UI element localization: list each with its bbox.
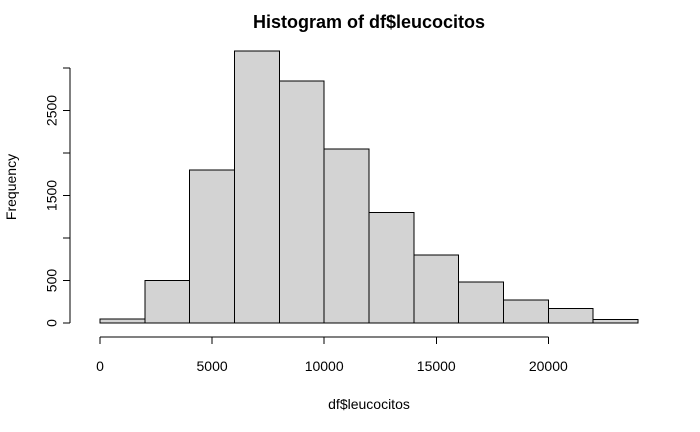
- histogram-bar: [189, 169, 236, 324]
- x-axis-label: df$leucocitos: [328, 396, 410, 412]
- y-ticks-layer: 0 500 1500 2500: [44, 67, 70, 327]
- y-axis-label: Frequency: [3, 154, 19, 220]
- histogram-bar: [368, 212, 415, 324]
- y-tick-label: 500: [44, 269, 60, 293]
- histogram-bar: [503, 299, 549, 324]
- histogram-bar: [99, 318, 146, 324]
- histogram-bar: [547, 308, 594, 324]
- x-ticks-layer: 0 5000 10000 15000 20000: [96, 337, 568, 374]
- chart-title: Histogram of df$leucocitos: [253, 12, 485, 32]
- x-tick-label: 20000: [529, 358, 568, 374]
- y-tick-label: 1500: [44, 180, 60, 211]
- x-tick-label: 10000: [305, 358, 344, 374]
- x-tick-label: 0: [96, 358, 104, 374]
- x-tick-label: 15000: [417, 358, 456, 374]
- histogram-bar: [458, 281, 504, 324]
- x-tick-label: 5000: [197, 358, 228, 374]
- y-tick-label: 2500: [44, 95, 60, 126]
- histogram-bar: [323, 148, 370, 324]
- histogram-bar: [234, 50, 280, 324]
- histogram-bar: [413, 254, 460, 324]
- histogram-bar: [278, 80, 325, 324]
- bars-layer: [99, 50, 639, 324]
- histogram-bar: [144, 280, 191, 324]
- y-tick-label: 0: [44, 319, 60, 327]
- histogram-bar: [592, 319, 639, 324]
